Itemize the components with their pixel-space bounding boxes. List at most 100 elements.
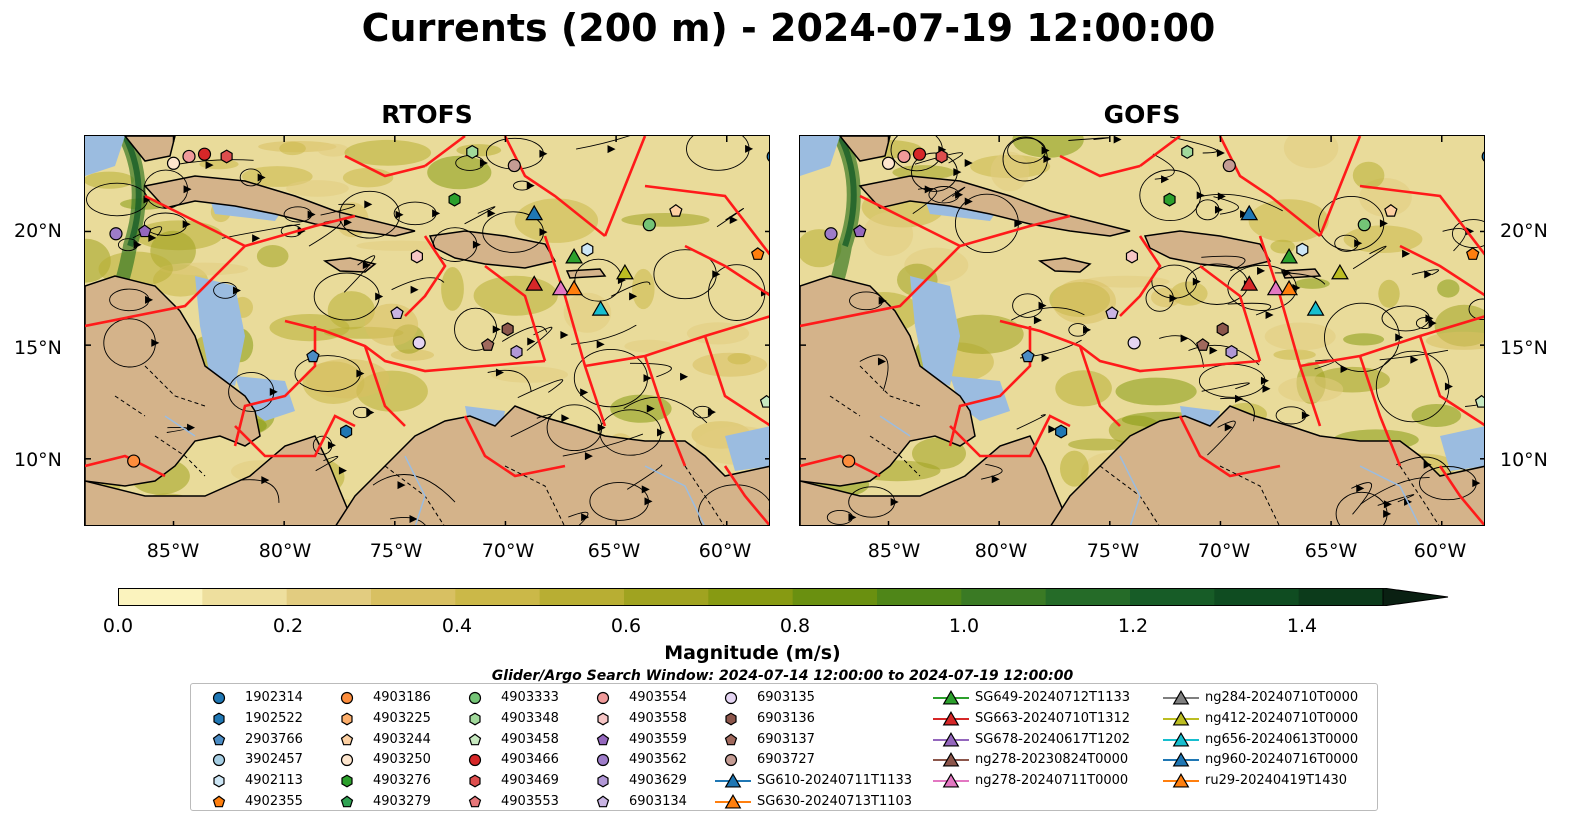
- legend-label: 3902457: [245, 752, 303, 768]
- triangle-marker-icon: [1163, 773, 1199, 788]
- argo-float-marker: [842, 454, 856, 468]
- argo-float-marker: [1105, 306, 1119, 320]
- glider-marker: [565, 279, 583, 296]
- legend-label: 4903276: [373, 773, 431, 789]
- hexagon-marker-icon: [341, 774, 353, 788]
- triangle-marker-icon: [1163, 690, 1199, 705]
- hexagon-marker-icon: [341, 712, 353, 726]
- pentagon-marker-icon: [468, 795, 482, 808]
- panel-title-rtofs: RTOFS: [381, 100, 473, 129]
- argo-float-marker: [1384, 203, 1398, 217]
- legend-label: ng960-20240716T0000: [1205, 752, 1359, 768]
- colorbar-segment: [1298, 588, 1384, 606]
- circle-marker-icon: [596, 754, 610, 767]
- argo-float-marker: [853, 224, 867, 238]
- argo-float-marker: [501, 322, 514, 337]
- argo-float-marker: [1474, 394, 1484, 408]
- lon-label: 70°W: [1197, 540, 1251, 562]
- argo-float-marker: [1466, 247, 1480, 260]
- argo-float-marker: [507, 158, 521, 173]
- lon-label: 80°W: [258, 540, 312, 562]
- glider-marker: [525, 275, 544, 291]
- circle-marker-icon: [468, 691, 482, 705]
- legend-label: 4903250: [373, 752, 431, 768]
- colorbar-segment: [792, 588, 878, 606]
- argo-float-marker: [1216, 322, 1229, 337]
- map-panel-gofs: [799, 135, 1485, 526]
- colorbar-tick: 1.0: [948, 615, 980, 637]
- glider-marker: [1240, 204, 1259, 221]
- lon-label: 65°W: [587, 540, 641, 562]
- lat-label-left: 20°N: [14, 220, 62, 242]
- colorbar-segment: [539, 588, 625, 606]
- argo-float-marker: [197, 147, 212, 161]
- glider-marker: [1280, 279, 1298, 296]
- legend-label: ng656-20240613T0000: [1205, 731, 1359, 747]
- glider-marker: [551, 279, 570, 296]
- legend-label: SG678-20240617T1202: [975, 731, 1131, 747]
- glider-marker: [565, 248, 583, 264]
- lat-label-right: 20°N: [1500, 220, 1548, 242]
- argo-float-marker: [669, 203, 683, 217]
- circle-marker-icon: [596, 691, 610, 705]
- argo-float-marker: [759, 394, 769, 408]
- legend-label: 2903766: [245, 731, 303, 747]
- map-panel-rtofs: [84, 135, 770, 526]
- glider-marker: [1280, 248, 1298, 264]
- colorbar-tick: 0.0: [102, 615, 134, 637]
- legend-label: 6903134: [629, 794, 687, 809]
- legend: 1902314 1902522 2903766 3902457 4902113 49023…: [190, 683, 1378, 811]
- argo-float-marker: [751, 247, 765, 260]
- argo-float-marker: [897, 149, 911, 164]
- lon-label: 70°W: [481, 540, 535, 562]
- argo-float-marker: [1055, 424, 1068, 439]
- glider-marker: [591, 300, 610, 316]
- argo-float-marker: [340, 424, 353, 439]
- legend-label: 4903466: [501, 752, 559, 768]
- colorbar-tick: 0.8: [779, 615, 811, 637]
- argo-float-marker: [109, 227, 123, 241]
- hexagon-marker-icon: [213, 712, 225, 726]
- lat-label-left: 10°N: [14, 449, 62, 471]
- colorbar-segment: [961, 588, 1047, 606]
- circle-marker-icon: [340, 691, 354, 705]
- lat-label-right: 15°N: [1500, 337, 1548, 359]
- argo-float-marker: [1196, 338, 1210, 351]
- legend-label: SG663-20240710T1312: [975, 710, 1131, 726]
- circle-marker-icon: [468, 754, 482, 767]
- lon-label: 80°W: [974, 540, 1028, 562]
- argo-float-marker: [390, 306, 404, 320]
- glider-marker: [1306, 300, 1325, 316]
- legend-label: ng278-20240711T0000: [975, 773, 1129, 789]
- legend-label: 4903562: [629, 752, 687, 768]
- glider-marker: [1266, 279, 1285, 296]
- rivers: [879, 415, 1420, 525]
- colorbar-label: Magnitude (m/s): [664, 642, 841, 664]
- colorbar: [118, 588, 1449, 606]
- rivers: [164, 415, 705, 525]
- triangle-marker-icon: [933, 710, 969, 726]
- argo-float-marker: [1127, 336, 1141, 350]
- hexagon-marker-icon: [469, 712, 481, 726]
- lon-label: 60°W: [698, 540, 752, 562]
- lat-label-right: 10°N: [1500, 449, 1548, 471]
- legend-label: 4903458: [501, 731, 559, 747]
- legend-label: 6903137: [757, 731, 815, 747]
- argo-float-marker: [1225, 344, 1238, 359]
- argo-float-marker: [766, 151, 769, 162]
- legend-label: ng284-20240710T0000: [1205, 690, 1359, 705]
- colorbar-segment: [455, 588, 541, 606]
- figure-title: Currents (200 m) - 2024-07-19 12:00:00: [361, 6, 1216, 50]
- colorbar-tick: 0.6: [610, 615, 642, 637]
- legend-label: 4902355: [245, 794, 303, 809]
- pentagon-marker-icon: [212, 733, 226, 745]
- argo-float-marker: [1357, 218, 1371, 232]
- triangle-marker-icon: [1163, 731, 1199, 747]
- glider-marker: [1331, 263, 1349, 280]
- colorbar-segment: [371, 588, 456, 606]
- legend-label: 1902522: [245, 710, 303, 726]
- circle-marker-icon: [212, 754, 226, 767]
- lon-label: 85°W: [146, 540, 200, 562]
- legend-label: 4903244: [373, 731, 431, 747]
- colorbar-extend-arrow: [1382, 588, 1449, 606]
